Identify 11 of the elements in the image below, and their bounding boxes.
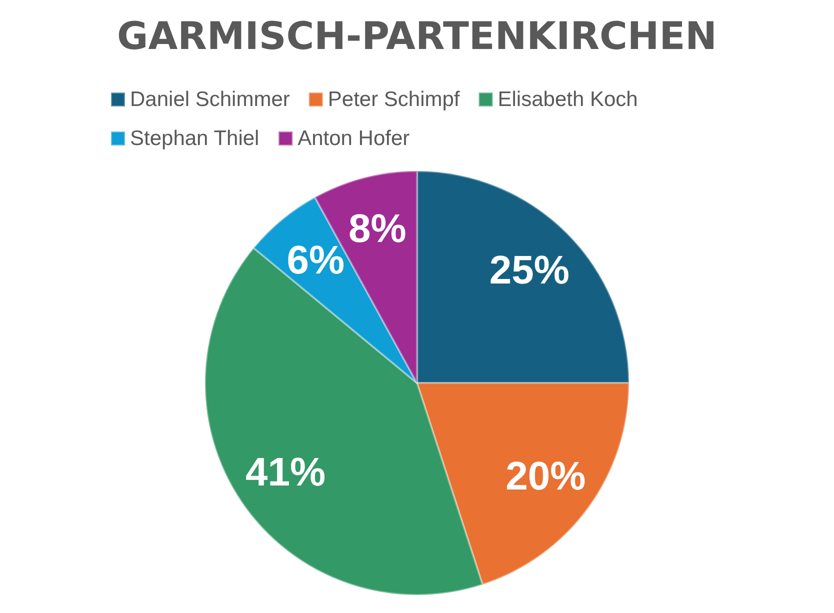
legend-label: Stephan Thiel (130, 127, 260, 150)
legend-label: Elisabeth Koch (498, 88, 638, 111)
data-label: 6% (286, 238, 345, 282)
legend-label: Peter Schimpf (328, 88, 460, 111)
data-label: 8% (348, 206, 406, 251)
legend-label: Anton Hofer (298, 127, 410, 150)
chart-title: GARMISCH-PARTENKIRCHEN (117, 14, 717, 58)
data-label: 41% (245, 450, 326, 494)
legend-label: Daniel Schimmer (130, 88, 290, 111)
data-label: 25% (489, 248, 570, 293)
data-label: 20% (506, 454, 586, 498)
